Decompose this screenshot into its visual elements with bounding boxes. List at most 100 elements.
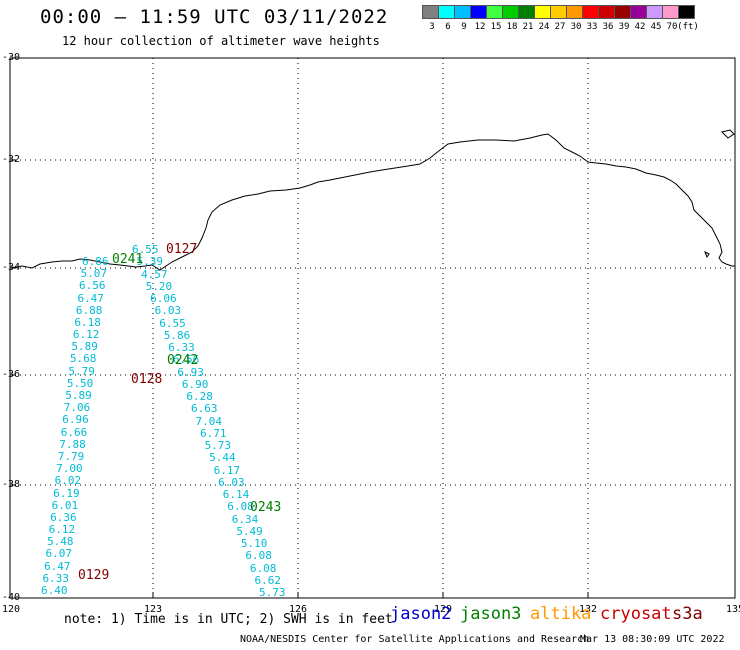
swh-value: 7.00 <box>56 462 83 476</box>
pass-label: 0128 <box>131 372 163 387</box>
pass-label: 0242 <box>167 353 199 368</box>
swh-value: 5.86 <box>163 328 191 342</box>
swh-value: 6.14 <box>222 488 250 501</box>
coastline-islet <box>704 250 710 259</box>
satellite-jason2: jason2 <box>390 604 452 624</box>
swh-value: 5.89 <box>71 340 98 354</box>
longitude-label: 126 <box>289 604 308 615</box>
legend-label: 21 <box>522 22 534 32</box>
longitude-label: 135 <box>726 604 740 615</box>
map-subtitle: 12 hour collection of altimeter wave hei… <box>62 34 380 48</box>
swh-value: 5.10 <box>240 537 268 550</box>
swh-value: 6.96 <box>62 413 89 427</box>
swh-value: 5.39 <box>136 255 164 269</box>
legend-label: 12 <box>474 22 486 32</box>
swh-value: 5.49 <box>236 524 263 538</box>
latitude-label: -30 <box>2 52 21 63</box>
swh-value: 6.08 <box>245 549 272 563</box>
swh-value: 6.02 <box>54 474 82 488</box>
swh-value: 5.20 <box>145 279 173 293</box>
swh-value: 6.56 <box>78 279 106 293</box>
swh-value: 6.28 <box>186 390 213 403</box>
swh-value: 6.47 <box>44 559 71 573</box>
swh-value: 5.44 <box>209 451 236 465</box>
swh-value: 6.19 <box>53 486 80 500</box>
latitude-label: -32 <box>2 154 21 165</box>
map-title: 00:00 – 11:59 UTC 03/11/2022 <box>40 6 389 28</box>
legend-label: 27 <box>554 22 566 32</box>
swh-value: 6.55 <box>132 243 159 256</box>
longitude-label: 129 <box>434 604 453 615</box>
satellite-jason3: jason3 <box>460 604 522 624</box>
swh-value: 6.71 <box>200 426 227 440</box>
swh-value: 6.47 <box>77 291 104 305</box>
legend-label: 36 <box>602 22 614 32</box>
swh-value: 6.56 <box>172 353 200 367</box>
longitude-label: 120 <box>2 604 21 615</box>
swh-value: 5.50 <box>66 376 94 390</box>
swh-value: 6.01 <box>51 498 79 512</box>
latitude-label: -40 <box>2 592 21 603</box>
swh-value: 6.03 <box>218 475 245 489</box>
legend-label: 9 <box>461 22 467 32</box>
pass-label: 0127 <box>166 242 198 257</box>
satellite-altika: altika <box>530 604 592 624</box>
swh-value: 5.68 <box>69 352 97 366</box>
credit-text: NOAA/NESDIS Center for Satellite Applica… <box>240 634 590 645</box>
swh-value: 6.08 <box>227 500 254 514</box>
coastline-islet <box>721 129 735 139</box>
map-grid <box>10 58 735 598</box>
pass-label: 0241 <box>112 252 144 267</box>
legend-label: (ft) <box>677 22 699 32</box>
swh-value: 6.07 <box>45 547 73 561</box>
swh-value: 5.48 <box>47 535 74 549</box>
legend-label: 45 <box>650 22 662 32</box>
swh-value: 5.79 <box>68 364 95 378</box>
coastline <box>9 133 735 271</box>
swh-value: 7.06 <box>63 401 91 415</box>
swh-value: 6.88 <box>75 303 103 317</box>
latitude-label: -34 <box>2 262 21 273</box>
longitude-label: 123 <box>144 604 163 615</box>
swh-value: 6.93 <box>177 365 204 379</box>
swh-value: 6.63 <box>190 402 218 416</box>
color-legend <box>422 5 695 19</box>
legend-label: 42 <box>634 22 646 32</box>
swh-value: 6.40 <box>41 584 68 597</box>
axis-ticks <box>9 57 736 599</box>
swh-value: 5.89 <box>65 389 92 403</box>
swh-value: 6.33 <box>168 341 195 354</box>
legend-label: 24 <box>538 22 550 32</box>
swh-value: 7.88 <box>59 437 86 451</box>
swh-value: 4.57 <box>141 267 168 281</box>
swh-value: 6.12 <box>48 523 76 537</box>
swh-value: 6.06 <box>150 292 177 305</box>
swh-value: 6.18 <box>74 315 101 329</box>
swh-value: 6.86 <box>82 255 109 268</box>
legend-label: 18 <box>506 22 518 32</box>
legend-label: 3 <box>429 22 435 32</box>
pass-label: 0129 <box>78 568 110 583</box>
pass-label: 0243 <box>250 500 282 515</box>
timestamp: Mar 13 08:30:09 UTC 2022 <box>580 634 725 645</box>
latitude-label: -38 <box>2 479 21 490</box>
footer-note: note: 1) Time is in UTC; 2) SWH is in fe… <box>64 612 393 627</box>
legend-label: 15 <box>490 22 502 32</box>
swh-value: 6.62 <box>254 573 281 587</box>
swh-value: 6.90 <box>181 377 209 391</box>
swh-value: 5.73 <box>259 586 286 599</box>
swh-value: 6.66 <box>60 425 88 439</box>
satellite-s3a: s3a <box>672 604 703 624</box>
legend-swatch <box>678 5 695 19</box>
swh-value: 6.08 <box>249 561 277 575</box>
swh-value: 6.33 <box>42 571 70 585</box>
swh-value: 6.12 <box>72 328 100 342</box>
satellite-cryosat: cryosat <box>600 604 672 624</box>
latitude-label: -36 <box>2 369 21 380</box>
swh-value: 7.79 <box>57 449 85 463</box>
legend-label: 30 <box>570 22 582 32</box>
longitude-label: 132 <box>579 604 598 615</box>
legend-label: 70 <box>666 22 678 32</box>
swh-value: 6.17 <box>213 463 241 477</box>
